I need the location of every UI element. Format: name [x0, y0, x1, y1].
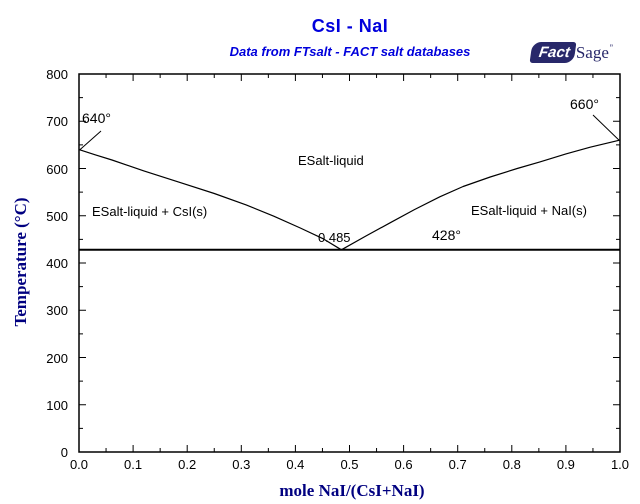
y-tick-label: 200: [46, 350, 68, 366]
x-tick-label: 0.4: [286, 457, 305, 472]
x-tick-label: 0.1: [124, 457, 143, 472]
x-tick-label: 1.0: [610, 457, 630, 472]
chart-title: CsI - NaI: [311, 16, 389, 36]
leader-line-660: [592, 114, 620, 141]
y-tick-label: 700: [46, 114, 68, 130]
factsage-logo-sage-text: Sage: [575, 42, 609, 62]
region-label-liquid-plus-csi: ESalt-liquid + CsI(s): [92, 204, 208, 219]
y-tick-label: 600: [46, 161, 68, 177]
y-tick-label: 500: [46, 208, 68, 224]
factsage-logo-trademark: ”: [609, 42, 613, 53]
annotation-csi-melting-point: 640°: [82, 110, 111, 126]
region-label-liquid: ESalt-liquid: [298, 153, 364, 168]
y-axis-title: Temperature (°C): [11, 197, 30, 327]
y-tick-label: 300: [46, 303, 68, 319]
y-tick-label: 0: [60, 445, 68, 460]
annotation-eutectic-temperature: 428°: [432, 227, 461, 243]
x-axis-title: mole NaI/(CsI+NaI): [279, 481, 425, 500]
right-liquidus-curve: [341, 139, 621, 251]
y-tick-label: 800: [46, 67, 68, 82]
annotation-eutectic-composition: 0.485: [318, 230, 351, 245]
x-tick-label: 0.6: [394, 457, 413, 472]
factsage-logo: Fact Sage”: [529, 41, 613, 64]
y-tick-label: 100: [46, 397, 68, 413]
chart-subtitle: Data from FTsalt - FACT salt databases: [229, 44, 471, 59]
annotation-nai-melting-point: 660°: [570, 96, 599, 112]
x-tick-label: 0.7: [448, 457, 467, 472]
x-tick-label: 0.9: [556, 457, 575, 472]
x-tick-label: 0.8: [502, 457, 521, 472]
left-liquidus-curve: [78, 149, 342, 251]
x-tick-label: 0.3: [232, 457, 251, 472]
x-tick-label: 0.2: [178, 457, 197, 472]
region-label-liquid-plus-nai: ESalt-liquid + NaI(s): [471, 203, 587, 218]
leader-line-640: [79, 130, 102, 150]
x-tick-label: 0.0: [69, 457, 89, 472]
plot-frame: [78, 73, 621, 453]
x-tick-label: 0.5: [340, 457, 359, 472]
y-tick-label: 400: [46, 256, 68, 271]
